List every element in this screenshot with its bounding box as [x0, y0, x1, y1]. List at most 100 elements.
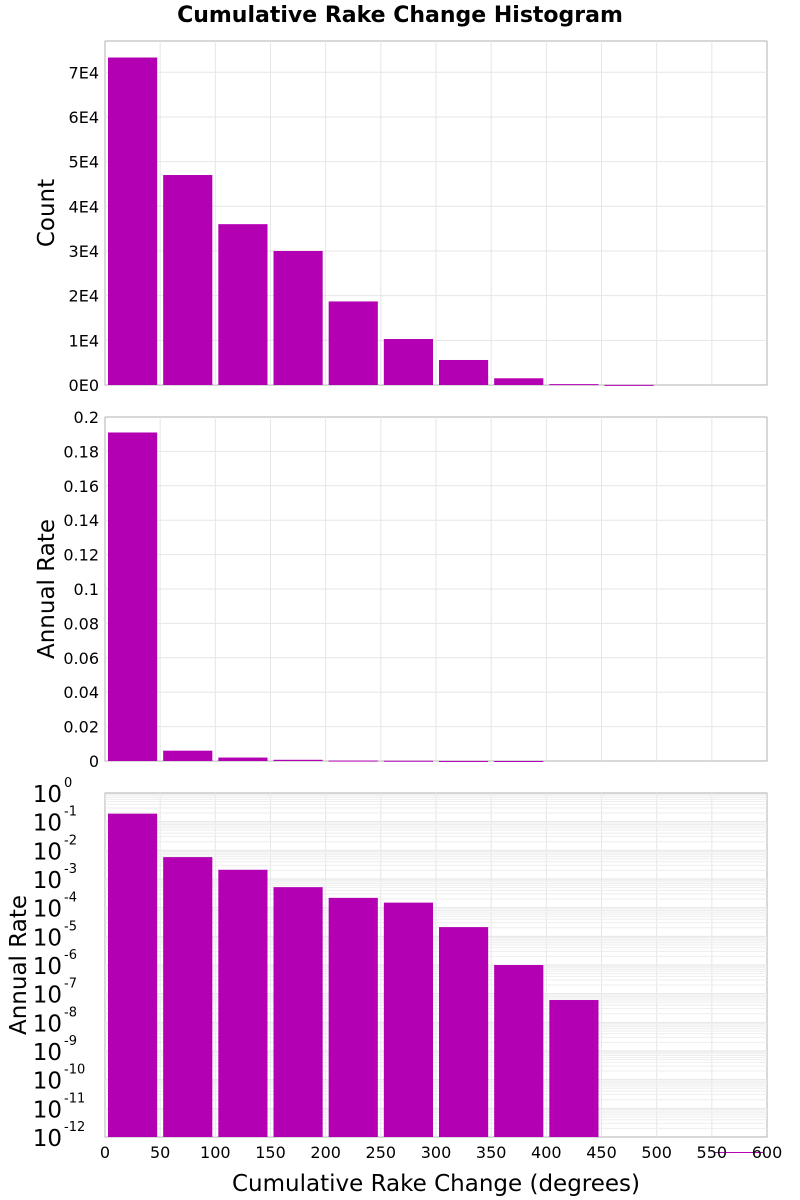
- bar: [328, 301, 378, 385]
- y-tick-label: 0.2: [74, 408, 99, 427]
- x-tick-label: 500: [641, 1143, 672, 1162]
- x-tick-label: 450: [586, 1143, 617, 1162]
- y-tick-exponent: -10: [64, 1063, 85, 1078]
- x-tick-label: 100: [200, 1143, 231, 1162]
- bar: [163, 175, 213, 385]
- x-tick-label: 0: [100, 1143, 110, 1162]
- y-tick-label: 0: [89, 752, 99, 771]
- y-ticks-3: 10 010 -110 -210 -310 -410 -510 -610 -710 -810 -91…: [33, 776, 86, 1152]
- y-tick-base: 10: [33, 811, 62, 837]
- y-tick-exponent: -12: [64, 1120, 85, 1135]
- panel-3: 10 010 -110 -210 -310 -410 -510 -610 -710 -810 -91…: [6, 776, 782, 1197]
- y-tick-base: 10: [33, 1069, 62, 1095]
- bar: [494, 965, 544, 1137]
- y-axis-label: Annual Rate: [34, 519, 60, 659]
- y-tick-label: 6E4: [69, 108, 99, 127]
- y-tick-base: 10: [33, 954, 62, 980]
- x-tick-label: 350: [476, 1143, 507, 1162]
- y-tick-exponent: -7: [64, 977, 77, 992]
- bar: [549, 384, 599, 386]
- y-tick-exponent: -5: [64, 919, 77, 934]
- x-tick-label: 200: [310, 1143, 341, 1162]
- y-tick-label: 0E0: [69, 376, 99, 395]
- y-tick-base: 10: [33, 925, 62, 951]
- bar: [273, 887, 323, 1137]
- x-ticks: 0 50 100 150 200 250 300 350 400 450 500 550 600: [100, 1143, 782, 1162]
- x-tick-label: 50: [150, 1143, 170, 1162]
- x-tick-label: 150: [255, 1143, 286, 1162]
- bars-2: [108, 432, 544, 762]
- panel-1: 0E0 1E4 2E4 3E4 4E4 5E4 6E4 7E4 Count: [34, 40, 768, 395]
- y-axis-label: Annual Rate: [6, 895, 32, 1035]
- bar: [604, 384, 654, 386]
- y-tick-base: 10: [33, 1097, 62, 1123]
- bar: [494, 760, 544, 762]
- bar: [273, 759, 323, 761]
- x-tick-label: 300: [421, 1143, 452, 1162]
- y-tick-exponent: 0: [64, 776, 72, 791]
- y-tick-label: 1E4: [69, 331, 99, 350]
- bar: [494, 378, 544, 385]
- y-tick-base: 10: [33, 782, 62, 808]
- y-ticks-2: 0 0.02 0.04 0.06 0.08 0.1 0.12 0.14 0.16 0.18 0.2: [63, 408, 99, 771]
- y-tick-exponent: -4: [64, 891, 77, 906]
- bar: [439, 359, 489, 385]
- y-tick-label: 0.12: [63, 546, 99, 565]
- y-tick-label: 0.02: [63, 718, 99, 737]
- y-tick-label: 0.14: [63, 511, 99, 530]
- bar: [439, 760, 489, 762]
- bar: [439, 927, 489, 1137]
- y-tick-base: 10: [33, 868, 62, 894]
- y-tick-base: 10: [33, 839, 62, 865]
- bar: [328, 760, 378, 762]
- y-tick-base: 10: [33, 1126, 62, 1152]
- y-tick-label: 0.1: [74, 580, 99, 599]
- bars-1: [108, 57, 654, 386]
- y-tick-label: 3E4: [69, 242, 99, 261]
- gridlines-3: [105, 793, 767, 1137]
- gridlines-1: [105, 41, 767, 385]
- bar: [163, 750, 213, 761]
- y-tick-exponent: -1: [64, 805, 77, 820]
- y-tick-label: 0.06: [63, 649, 99, 668]
- y-tick-label: 0.08: [63, 614, 99, 633]
- y-tick-exponent: -3: [64, 862, 77, 877]
- y-axis-label: Count: [34, 179, 60, 247]
- x-tick-label: 250: [366, 1143, 397, 1162]
- y-tick-label: 0.16: [63, 477, 99, 496]
- y-tick-exponent: -9: [64, 1034, 77, 1049]
- gridlines-2: [105, 417, 767, 761]
- bar: [218, 224, 268, 385]
- bar: [218, 869, 268, 1137]
- y-tick-label: 0.04: [63, 683, 99, 702]
- y-tick-base: 10: [33, 983, 62, 1009]
- y-tick-exponent: -6: [64, 948, 77, 963]
- y-ticks-1: 0E0 1E4 2E4 3E4 4E4 5E4 6E4 7E4: [69, 63, 99, 395]
- panel-2: 0 0.02 0.04 0.06 0.08 0.1 0.12 0.14 0.16 0.18 0.2 A…: [34, 408, 768, 771]
- y-tick-label: 4E4: [69, 197, 99, 216]
- bar: [549, 1000, 599, 1137]
- bar: [714, 1151, 764, 1153]
- y-tick-label: 5E4: [69, 153, 99, 172]
- y-tick-label: 7E4: [69, 63, 99, 82]
- bar: [383, 760, 433, 762]
- y-tick-exponent: -2: [64, 833, 77, 848]
- y-tick-exponent: -8: [64, 1005, 77, 1020]
- bar: [328, 897, 378, 1137]
- y-tick-base: 10: [33, 897, 62, 923]
- bars-3: [108, 813, 764, 1153]
- y-tick-base: 10: [33, 1011, 62, 1037]
- bar: [108, 813, 158, 1137]
- bar: [273, 250, 323, 385]
- x-tick-label: 400: [531, 1143, 562, 1162]
- bar: [383, 902, 433, 1137]
- bar: [218, 757, 268, 761]
- bar: [163, 857, 213, 1137]
- x-axis-label: Cumulative Rake Change (degrees): [232, 1171, 640, 1197]
- x-tick-label: 550: [697, 1143, 728, 1162]
- bar: [108, 57, 158, 385]
- bar: [108, 432, 158, 761]
- y-tick-label: 0.18: [63, 442, 99, 461]
- y-tick-base: 10: [33, 1040, 62, 1066]
